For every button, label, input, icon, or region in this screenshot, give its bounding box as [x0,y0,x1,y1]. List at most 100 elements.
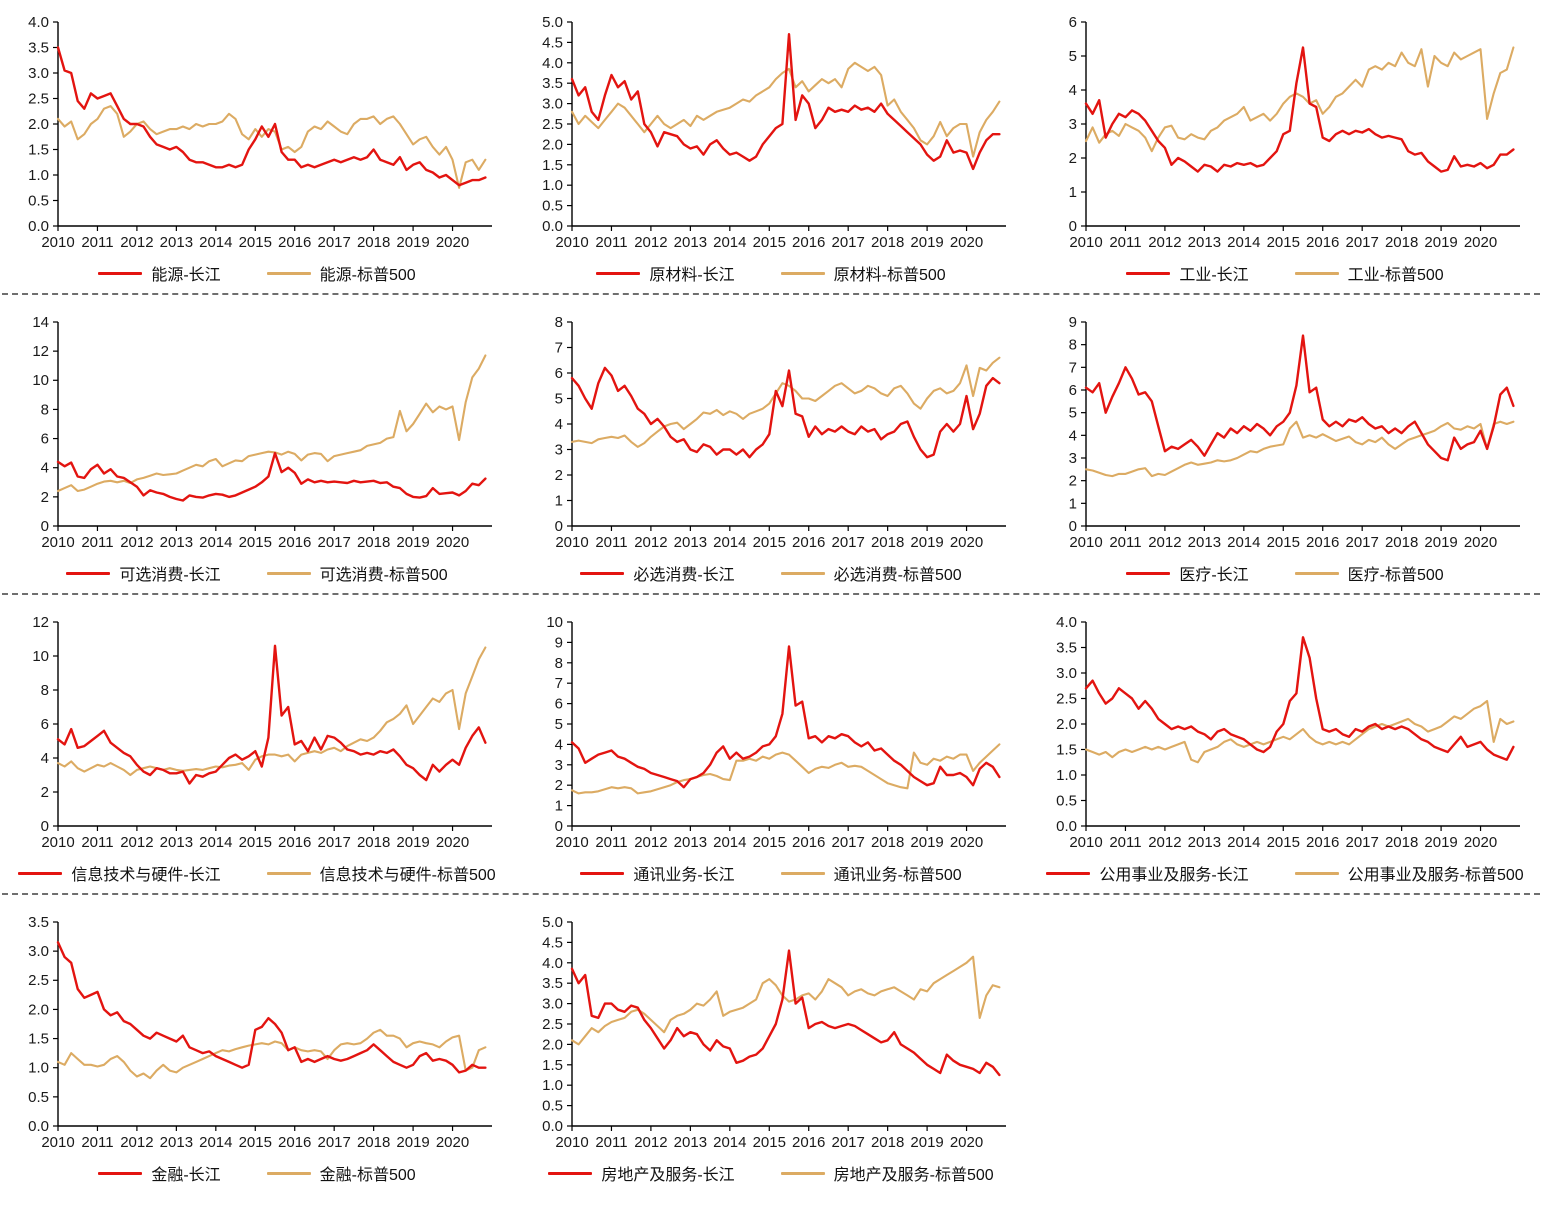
legend-label: 信息技术与硬件-标普500 [319,867,496,884]
svg-text:2016: 2016 [1306,534,1339,551]
svg-text:2011: 2011 [81,1134,113,1151]
svg-text:2019: 2019 [910,234,943,251]
legend-swatch-sp500 [780,1171,825,1175]
svg-text:2018: 2018 [871,234,904,251]
svg-text:2012: 2012 [634,234,667,251]
svg-text:12: 12 [32,343,49,360]
svg-text:2012: 2012 [120,834,153,851]
svg-text:1.0: 1.0 [542,1077,563,1094]
it-hardware-line-chart: 0 2 4 6 8 10 12 2010 2011 2012 2013 2014 2015 2016 201… [32,614,492,851]
legend-swatch-changjiang [1046,871,1091,875]
svg-text:2020: 2020 [436,234,469,251]
svg-text:2010: 2010 [555,534,588,551]
financials-line-chart: 0.0 0.5 1.0 1.5 2.0 2.5 3.0 3.5 2010 2011 2012 2013… [28,914,492,1151]
svg-text:2017: 2017 [831,1134,864,1151]
svg-text:2013: 2013 [674,534,707,551]
legend-swatch-sp500 [266,1171,311,1175]
legend-swatch-sp500 [266,271,311,275]
legend-item: 房地产及服务-长江 [548,1161,735,1185]
svg-text:6: 6 [1069,382,1077,399]
svg-text:2011: 2011 [1109,834,1141,851]
legend-swatch-changjiang [98,1171,143,1175]
svg-text:2: 2 [555,467,563,484]
legend-label: 信息技术与硬件-长江 [71,867,221,884]
svg-text:2017: 2017 [1345,834,1378,851]
svg-text:0: 0 [555,818,563,835]
legend-label: 房地产及服务-长江 [601,1167,735,1184]
chart-energy: 0.0 0.5 1.0 1.5 2.0 2.5 3.0 3.5 4.0 2010 2011 2012 2… [0,0,514,286]
row-separator [2,593,1540,595]
chart-financials: 0.0 0.5 1.0 1.5 2.0 2.5 3.0 3.5 2010 2011 2012 2013… [0,900,514,1186]
svg-text:2018: 2018 [357,234,390,251]
svg-text:6: 6 [555,696,563,713]
svg-text:1: 1 [555,798,563,815]
svg-text:3.0: 3.0 [1056,665,1077,682]
svg-text:2019: 2019 [910,534,943,551]
legend-item: 医疗-标普500 [1294,561,1444,585]
svg-text:2010: 2010 [41,234,74,251]
svg-text:2010: 2010 [41,534,74,551]
legend-label: 医疗-标普500 [1347,567,1444,584]
legend-item: 医疗-长江 [1126,561,1249,585]
chart-legend: 公用事业及服务-长江 公用事业及服务-标普500 [1028,860,1542,886]
svg-text:3.5: 3.5 [28,914,49,931]
svg-text:2016: 2016 [278,534,311,551]
svg-text:2017: 2017 [317,834,350,851]
svg-text:0.0: 0.0 [28,218,49,235]
legend-label: 能源-标普500 [319,267,416,284]
svg-text:2016: 2016 [1306,234,1339,251]
legend-item: 原材料-标普500 [780,261,946,285]
svg-text:2: 2 [555,777,563,794]
legend-label: 原材料-长江 [649,267,735,284]
energy-line-chart: 0.0 0.5 1.0 1.5 2.0 2.5 3.0 3.5 4.0 2010 2011 2012 2… [28,14,492,251]
svg-text:2013: 2013 [674,834,707,851]
empty-cell [1028,900,1542,1186]
svg-text:2018: 2018 [1385,834,1418,851]
svg-text:2017: 2017 [831,234,864,251]
legend-item: 信息技术与硬件-标普500 [266,861,496,885]
svg-text:2010: 2010 [555,1134,588,1151]
svg-text:2012: 2012 [120,1134,153,1151]
legend-label: 公用事业及服务-长江 [1099,867,1249,884]
chart-row-1: 0.0 0.5 1.0 1.5 2.0 2.5 3.0 3.5 4.0 2010 2011 2012 2… [0,0,1542,286]
svg-text:2011: 2011 [81,834,113,851]
svg-text:2018: 2018 [871,1134,904,1151]
legend-item: 能源-标普500 [266,261,416,285]
svg-text:3: 3 [555,757,563,774]
legend-swatch-sp500 [1294,271,1339,275]
svg-text:2020: 2020 [950,834,983,851]
svg-text:2014: 2014 [713,1134,746,1151]
legend-label: 工业-标普500 [1347,267,1444,284]
svg-text:5.0: 5.0 [542,914,563,931]
svg-text:5: 5 [555,716,563,733]
svg-text:3.0: 3.0 [28,943,49,960]
legend-swatch-changjiang [98,271,143,275]
chart-row-3: 0 2 4 6 8 10 12 2010 2011 2012 2013 2014 2015 2016 201… [0,600,1542,886]
svg-text:2011: 2011 [595,534,627,551]
legend-label: 金融-标普500 [319,1167,416,1184]
svg-text:2020: 2020 [436,1134,469,1151]
svg-text:2018: 2018 [357,1134,390,1151]
svg-text:2016: 2016 [792,834,825,851]
svg-text:3.5: 3.5 [1056,639,1077,656]
svg-text:2012: 2012 [120,534,153,551]
svg-text:2017: 2017 [831,834,864,851]
svg-text:2015: 2015 [239,834,272,851]
svg-text:2013: 2013 [1188,534,1221,551]
svg-text:2016: 2016 [792,234,825,251]
svg-text:2010: 2010 [1069,534,1102,551]
chart-legend: 房地产及服务-长江 房地产及服务-标普500 [514,1160,1028,1186]
svg-text:2013: 2013 [1188,234,1221,251]
svg-text:2014: 2014 [1227,534,1260,551]
svg-text:0.0: 0.0 [542,1118,563,1135]
svg-text:2017: 2017 [317,234,350,251]
svg-text:0: 0 [41,518,49,535]
svg-text:1: 1 [555,492,563,509]
svg-text:0.5: 0.5 [542,1098,563,1115]
svg-text:2013: 2013 [160,534,193,551]
svg-text:2016: 2016 [1306,834,1339,851]
svg-text:2010: 2010 [41,834,74,851]
chart-legend: 工业-长江 工业-标普500 [1028,260,1542,286]
svg-text:4.0: 4.0 [542,55,563,72]
svg-text:10: 10 [546,614,563,631]
